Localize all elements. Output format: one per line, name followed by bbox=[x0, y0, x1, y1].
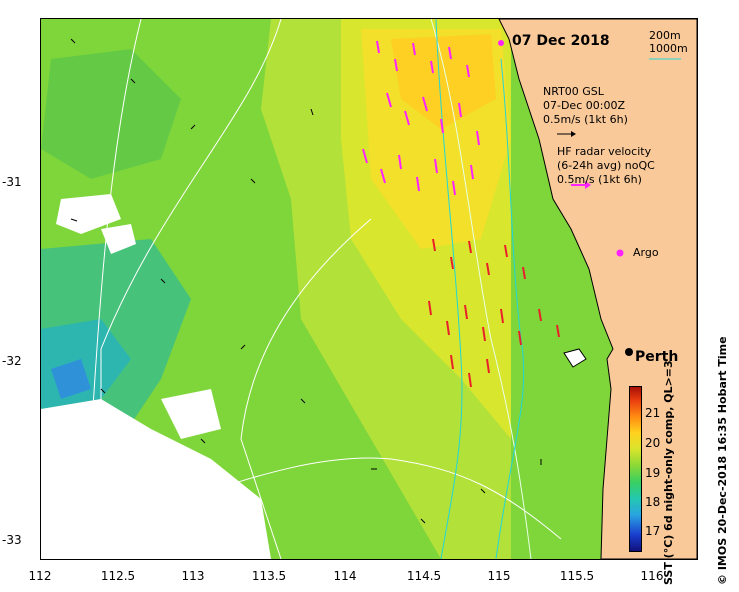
y-tick-label: -33 bbox=[2, 533, 22, 547]
x-tick-label: 112.5 bbox=[100, 569, 136, 583]
argo-label: Argo bbox=[633, 246, 659, 259]
perth-label: Perth bbox=[635, 349, 679, 365]
x-tick-label: 116 bbox=[640, 569, 664, 583]
colorbar-tick: 19 bbox=[645, 466, 661, 480]
x-tick-label: 113.5 bbox=[251, 569, 287, 583]
date-title: 07 Dec 2018 bbox=[512, 33, 610, 49]
colorbar-tick: 21 bbox=[645, 406, 661, 420]
gsl-legend-title: NRT00 GSL bbox=[543, 85, 604, 98]
x-tick-label: 112 bbox=[28, 569, 52, 583]
colorbar-tick: 20 bbox=[645, 436, 661, 450]
x-tick-label: 114.5 bbox=[406, 569, 442, 583]
sst-colorbar bbox=[629, 386, 642, 552]
scale-200m: 200m bbox=[649, 29, 681, 42]
map-panel bbox=[40, 18, 698, 560]
y-tick-label: -32 bbox=[2, 354, 22, 368]
hf-legend-title: HF radar velocity bbox=[557, 145, 652, 158]
colorbar-title: SST (°C) 6d night-only comp, QL>=3 bbox=[662, 360, 675, 585]
colorbar-tick: 18 bbox=[645, 495, 661, 509]
colorbar-tick: 17 bbox=[645, 524, 661, 538]
x-tick-label: 115.5 bbox=[559, 569, 595, 583]
gsl-legend-scale: 0.5m/s (1kt 6h) bbox=[543, 113, 628, 126]
sst-map bbox=[41, 19, 697, 559]
x-tick-label: 113 bbox=[181, 569, 205, 583]
footer-credit: © IMOS 20-Dec-2018 16:35 Hobart Time bbox=[716, 336, 729, 585]
x-tick-label: 114 bbox=[333, 569, 357, 583]
x-tick-label: 115 bbox=[487, 569, 511, 583]
scale-1000m: 1000m bbox=[649, 42, 688, 55]
y-tick-label: -31 bbox=[2, 175, 22, 189]
gsl-legend-time: 07-Dec 00:00Z bbox=[543, 99, 625, 112]
hf-legend-scale: 0.5m/s (1kt 6h) bbox=[557, 173, 642, 186]
hf-legend-avg: (6-24h avg) noQC bbox=[557, 159, 655, 172]
